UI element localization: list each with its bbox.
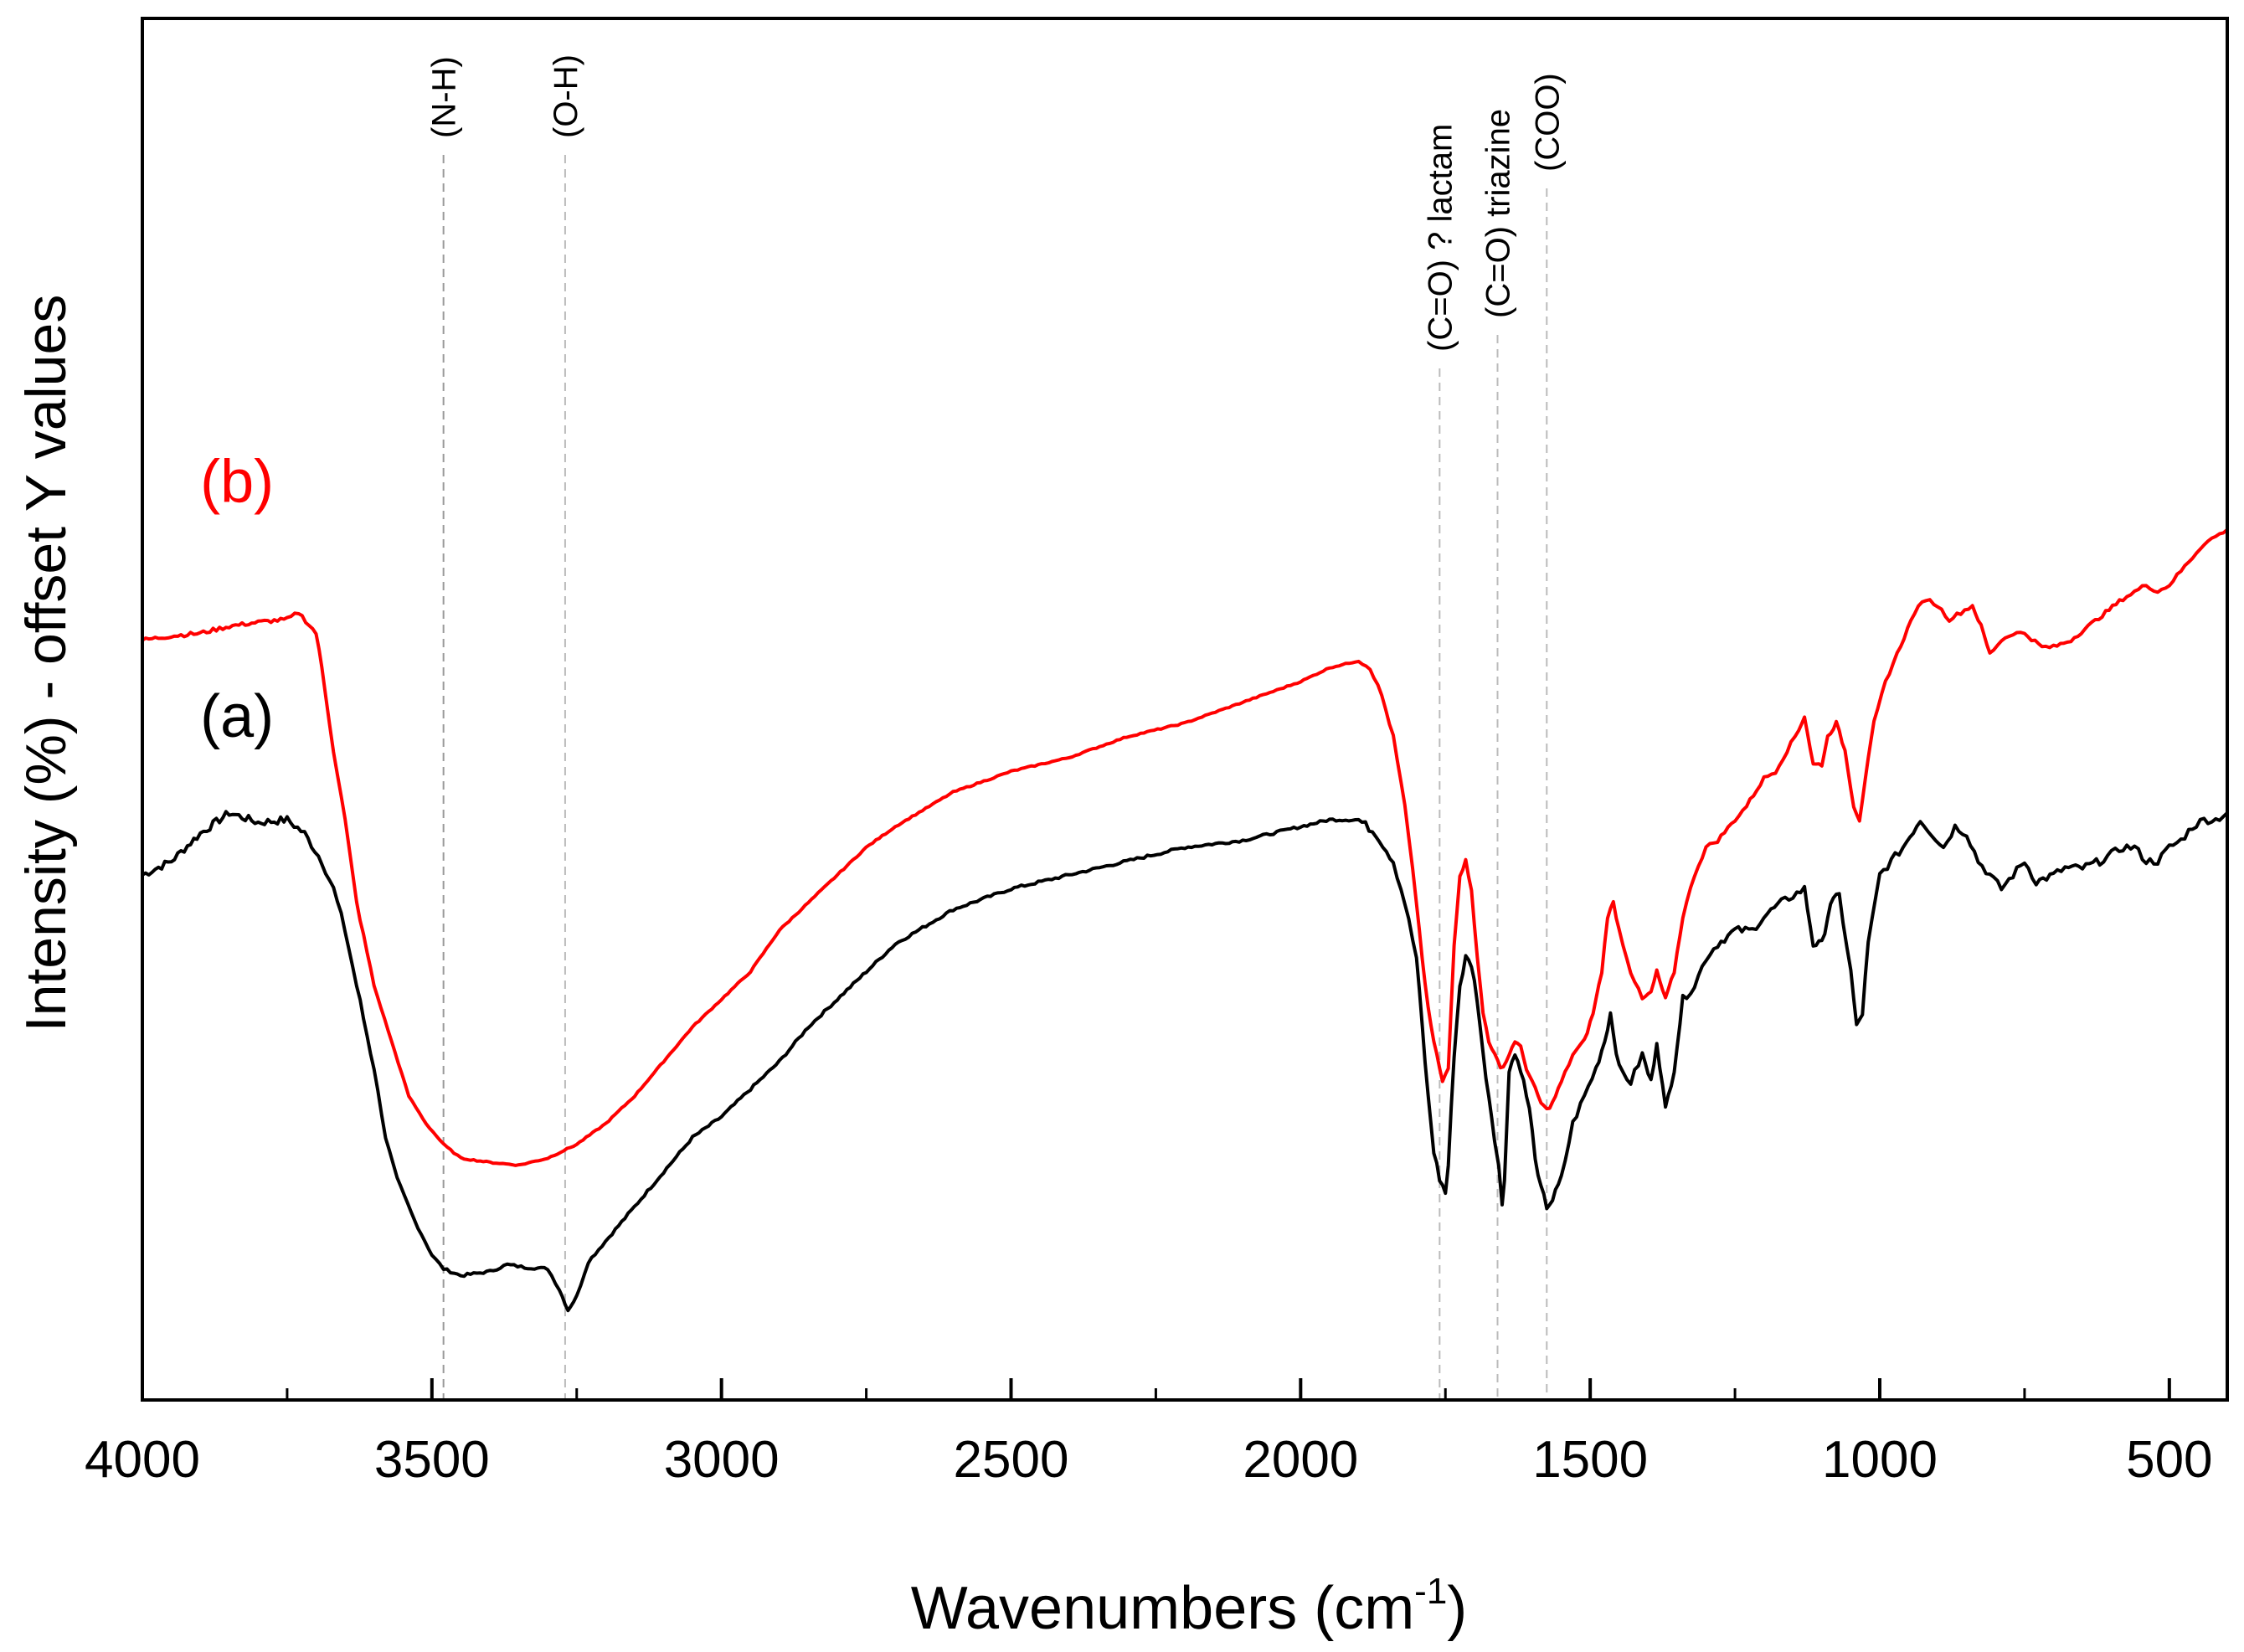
series-label-b: (b) — [200, 449, 274, 516]
x-tick-label: 4000 — [85, 1431, 200, 1489]
annotation-label: (COO) — [1529, 73, 1566, 172]
annotation-labels: (N-H) (O-H) (C=O) ? lactam (C=O) triazine (C… — [426, 54, 1567, 352]
x-axis-title-sup: -1 — [1414, 1571, 1447, 1612]
x-axis-title-main: Wavenumbers (cm — [911, 1575, 1414, 1642]
x-axis-title-close: ) — [1447, 1575, 1467, 1642]
annotation-label: (C=O) triazine — [1480, 109, 1517, 318]
x-axis-title: Wavenumbers (cm-1) — [911, 1571, 1468, 1642]
x-tick-label: 2000 — [1243, 1431, 1358, 1489]
x-tick-label: 1500 — [1532, 1431, 1648, 1489]
annotation-label: (C=O) ? lactam — [1422, 124, 1459, 352]
x-ticks: 4000 3500 3000 2500 2000 1500 1000 500 — [85, 1378, 2213, 1489]
y-axis-title: Intensity (%) - offset Y values — [14, 295, 78, 1032]
series-line-b — [141, 528, 2229, 1167]
annotation-lines — [442, 155, 1548, 1400]
x-tick-label: 2500 — [954, 1431, 1069, 1489]
plot-frame — [141, 17, 2229, 1402]
x-tick-label: 1000 — [1822, 1431, 1938, 1489]
x-tick-label: 3000 — [664, 1431, 780, 1489]
series-label-a: (a) — [200, 683, 274, 750]
x-tick-label: 500 — [2126, 1431, 2212, 1489]
annotation-label: (N-H) — [426, 56, 463, 138]
series-group — [141, 528, 2229, 1313]
annotation-label: (O-H) — [548, 54, 584, 138]
series-line-a — [141, 810, 2229, 1313]
x-tick-label: 3500 — [374, 1431, 490, 1489]
series-labels: (a) (b) — [200, 449, 274, 751]
